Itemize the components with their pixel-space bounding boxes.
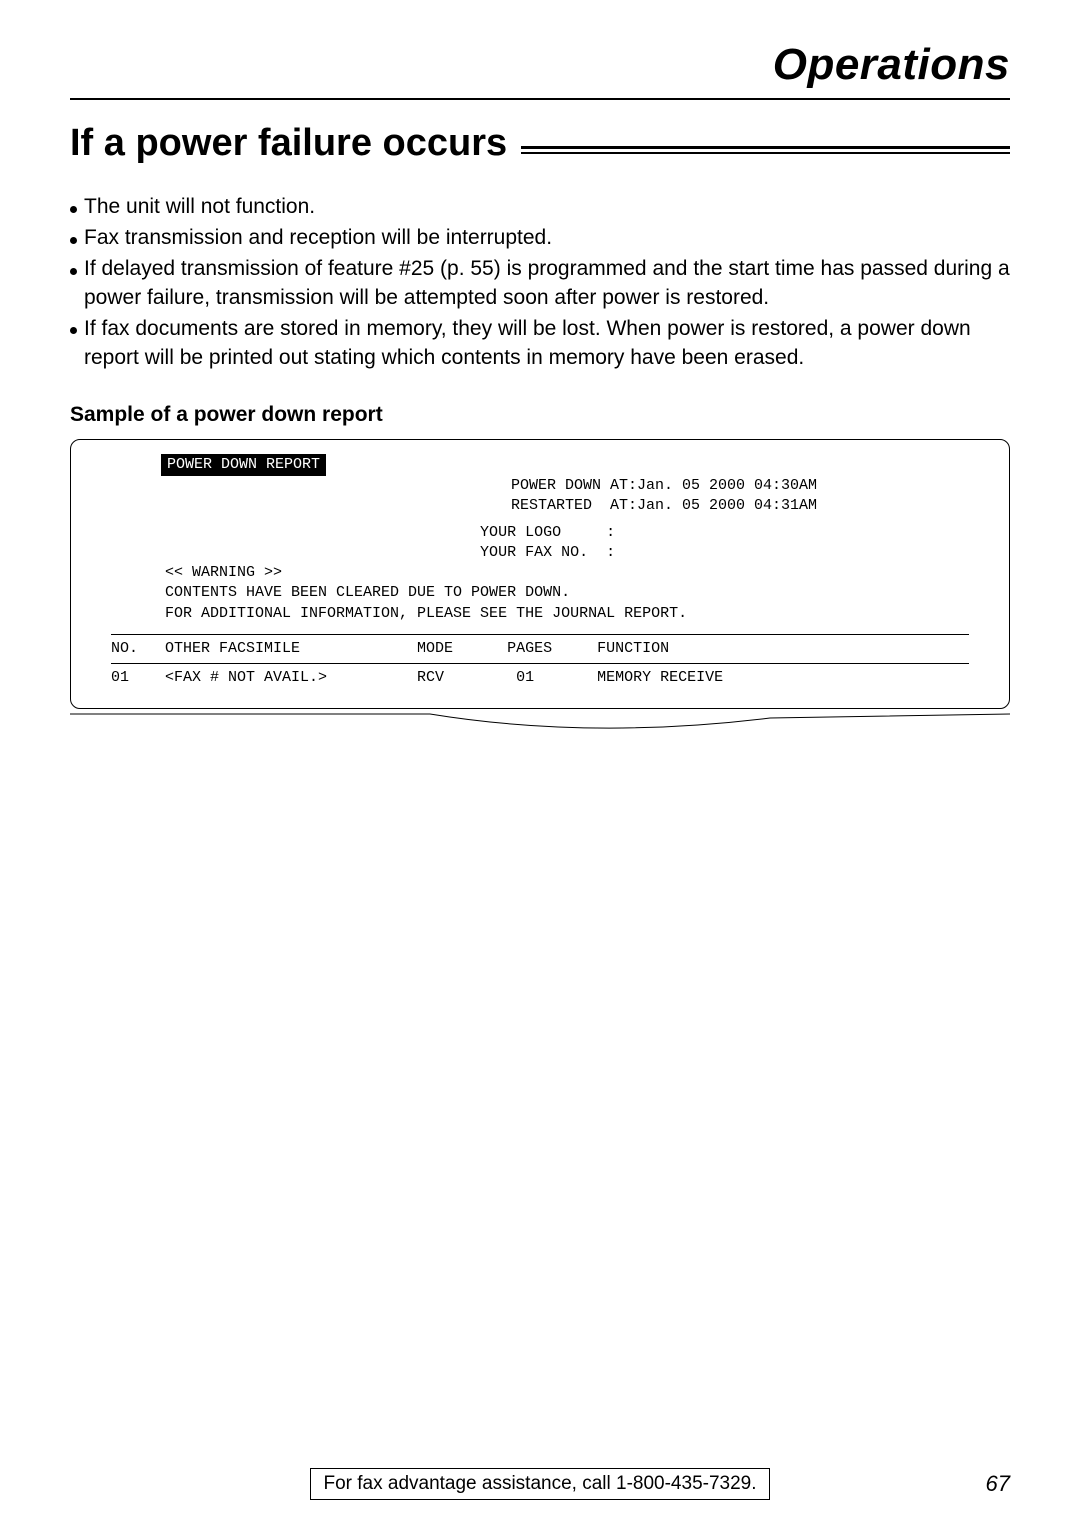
report-restarted-line: RESTARTED AT:Jan. 05 2000 04:31AM [511,496,969,516]
report-additional: FOR ADDITIONAL INFORMATION, PLEASE SEE T… [111,604,969,624]
bullet-text: Fax transmission and reception will be i… [84,226,552,249]
bullet-icon [70,206,77,213]
bullet-icon [70,268,77,275]
bullet-item: If delayed transmission of feature #25 (… [70,255,1010,313]
bullet-list: The unit will not function. Fax transmis… [70,193,1010,373]
section-title-rule [521,146,1010,154]
power-down-report: POWER DOWN REPORT POWER DOWN AT:Jan. 05 … [70,439,1010,710]
header-underline [70,98,1010,100]
report-powerdown-line: POWER DOWN AT:Jan. 05 2000 04:30AM [511,476,969,496]
report-tear [70,712,1010,743]
report-your-logo: YOUR LOGO : [111,523,969,543]
report-your-faxno: YOUR FAX NO. : [111,543,969,563]
bullet-text: If delayed transmission of feature #25 (… [84,257,1010,309]
bullet-text: The unit will not function. [84,195,315,218]
section-title: If a power failure occurs [70,122,507,165]
report-contents: CONTENTS HAVE BEEN CLEARED DUE TO POWER … [111,583,969,603]
bullet-item: The unit will not function. [70,193,1010,222]
report-warning: << WARNING >> [111,563,969,583]
sample-label: Sample of a power down report [70,403,1010,427]
report-table-header: NO. OTHER FACSIMILE MODE PAGES FUNCTION [111,639,969,659]
page-number: 67 [986,1471,1010,1497]
report-table-row: 01 <FAX # NOT AVAIL.> RCV 01 MEMORY RECE… [111,668,969,688]
bullet-item: If fax documents are stored in memory, t… [70,315,1010,373]
footer: For fax advantage assistance, call 1-800… [70,1468,1010,1500]
header-title: Operations [70,40,1010,90]
bullet-icon [70,237,77,244]
footer-assist: For fax advantage assistance, call 1-800… [310,1468,769,1500]
section-title-row: If a power failure occurs [70,122,1010,165]
bullet-item: Fax transmission and reception will be i… [70,224,1010,253]
report-title: POWER DOWN REPORT [161,454,326,476]
bullet-text: If fax documents are stored in memory, t… [84,317,971,369]
bullet-icon [70,327,77,334]
